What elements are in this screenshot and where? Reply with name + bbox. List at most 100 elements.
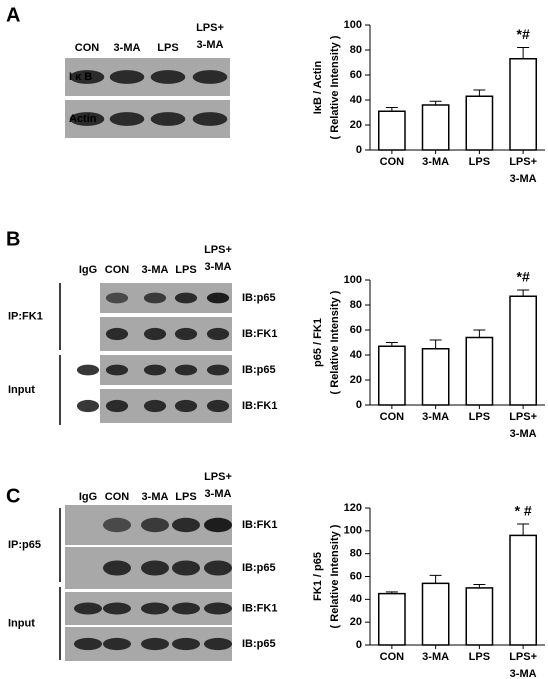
- x-tick-label: 3-MA: [422, 156, 449, 168]
- y-tick-label: 0: [356, 144, 362, 156]
- row-label: IB:p65: [242, 638, 276, 650]
- blot-band: [206, 399, 230, 413]
- blot-band: [143, 399, 167, 413]
- lane-label: CON: [105, 264, 130, 276]
- blot-band: [143, 327, 167, 341]
- row-label: I κ B: [69, 71, 92, 83]
- blot-band: [140, 517, 170, 533]
- bar: [378, 110, 406, 151]
- lane-label: LPS: [175, 264, 196, 276]
- x-tick-label: 3-MA: [422, 651, 449, 663]
- lane-label: CON: [105, 491, 130, 503]
- y-tick-label: 20: [350, 119, 362, 131]
- row-label: IB:p65: [242, 292, 276, 304]
- blot-band: [76, 364, 100, 376]
- x-tick-label: LPS+ 3-MA: [509, 651, 537, 679]
- blot-band: [203, 602, 233, 615]
- blot-band: [102, 560, 132, 576]
- annotation: *#: [517, 26, 530, 42]
- y-axis-label: ( Relative Intensity ): [329, 524, 341, 628]
- blot-band: [109, 70, 145, 84]
- row-label: IB:p65: [242, 562, 276, 574]
- panel-letter: C: [6, 485, 20, 507]
- blot-band: [174, 292, 198, 304]
- blot-band: [171, 602, 201, 615]
- row-label: Actin: [69, 113, 97, 125]
- x-tick-label: LPS: [469, 156, 490, 168]
- blot-band: [69, 70, 105, 84]
- row-label: IB:p65: [242, 364, 276, 376]
- lane-label: 3-MA: [142, 491, 169, 503]
- bar: [509, 58, 537, 151]
- bar: [465, 336, 494, 406]
- x-tick-label: CON: [380, 156, 405, 168]
- blot-band: [73, 602, 103, 615]
- lane-label: LPS+ 3-MA: [204, 471, 232, 500]
- blot-band: [69, 112, 105, 126]
- blot-band: [203, 637, 233, 651]
- blot-band: [105, 399, 129, 413]
- bar: [378, 345, 406, 406]
- lane-label: 3-MA: [142, 264, 169, 276]
- row-label: IB:FK1: [242, 400, 277, 412]
- lane-label: LPS+ 3-MA: [204, 244, 232, 273]
- bar: [421, 104, 450, 151]
- blot-band: [206, 292, 230, 304]
- x-tick-label: LPS: [469, 651, 490, 663]
- blot-band: [174, 399, 198, 413]
- lane-label: IgG: [79, 491, 97, 503]
- y-axis-label: FK1 / p65: [312, 552, 324, 601]
- y-axis-label: ( Relative Intensity ): [329, 290, 341, 394]
- blot-band: [150, 112, 186, 126]
- group-label: IP:FK1: [8, 310, 43, 322]
- bar: [509, 295, 537, 406]
- y-tick-label: 100: [344, 19, 362, 31]
- y-tick-label: 80: [350, 299, 362, 311]
- lane-label: LPS+ 3-MA: [196, 22, 224, 51]
- row-label: IB:FK1: [242, 519, 277, 531]
- y-axis-label: p65 / FK1: [312, 318, 324, 367]
- y-tick-label: 120: [344, 502, 362, 514]
- blot-band: [171, 560, 201, 576]
- bar: [421, 348, 450, 406]
- blot-band: [192, 70, 228, 84]
- blot-band: [102, 602, 132, 615]
- blot-band: [171, 517, 201, 533]
- x-tick-label: LPS: [469, 411, 490, 423]
- bar: [465, 587, 494, 646]
- blot-band: [140, 602, 170, 615]
- bar: [421, 582, 450, 646]
- y-tick-label: 0: [356, 399, 362, 411]
- blot-band: [105, 364, 129, 376]
- blot-band: [203, 517, 233, 533]
- lane-label: 3-MA: [114, 42, 141, 54]
- group-label: IP:p65: [8, 539, 41, 551]
- x-tick-label: LPS+ 3-MA: [509, 411, 537, 440]
- lane-label: LPS: [157, 42, 178, 54]
- y-tick-label: 40: [350, 593, 362, 605]
- blot-band: [143, 364, 167, 376]
- row-label: IB:FK1: [242, 328, 277, 340]
- blot-band: [73, 637, 103, 651]
- y-tick-label: 100: [344, 274, 362, 286]
- blot-band: [150, 70, 186, 84]
- blot-band: [171, 637, 201, 651]
- blot-band: [102, 637, 132, 651]
- y-tick-label: 0: [356, 639, 362, 651]
- annotation: * #: [515, 503, 532, 519]
- blot-band: [192, 112, 228, 126]
- blot-band: [105, 327, 129, 341]
- blot-band: [140, 560, 170, 576]
- y-tick-label: 20: [350, 374, 362, 386]
- bar: [509, 534, 537, 646]
- panel-letter: B: [6, 228, 20, 250]
- x-tick-label: CON: [380, 411, 405, 423]
- x-tick-label: 3-MA: [422, 411, 449, 423]
- y-tick-label: 100: [344, 525, 362, 537]
- y-tick-label: 60: [350, 69, 362, 81]
- y-tick-label: 60: [350, 570, 362, 582]
- lane-label: LPS: [175, 491, 196, 503]
- y-axis-label: ( Relative Intensity ): [329, 35, 341, 139]
- lane-label: IgG: [79, 264, 97, 276]
